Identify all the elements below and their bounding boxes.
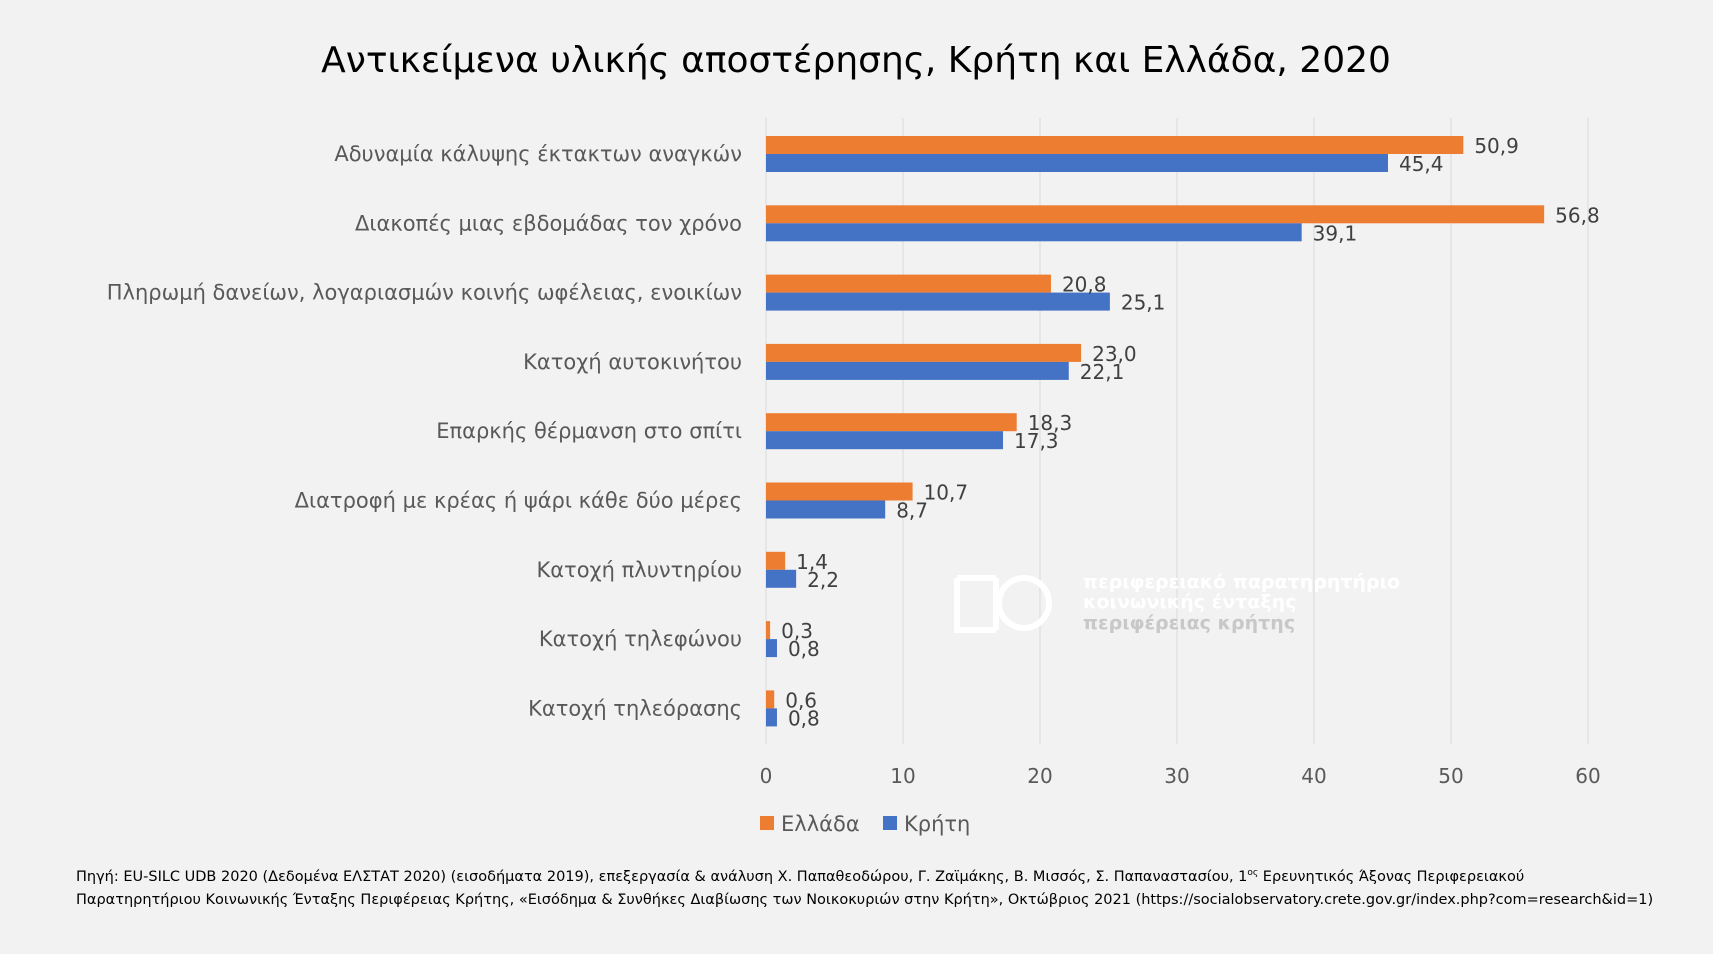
bar-crete-7 [766, 639, 777, 658]
category-label-1: Διακοπές μιας εβδομάδας τον χρόνο [355, 211, 742, 235]
x-tick-label-1: 10 [890, 764, 915, 788]
data-label-greece-5: 10,7 [924, 481, 969, 505]
data-label-crete-4: 17,3 [1014, 429, 1059, 453]
data-label-greece-7: 0,3 [781, 619, 813, 643]
bar-crete-3 [766, 361, 1069, 380]
bar-crete-1 [766, 223, 1302, 242]
legend-label-0: Ελλάδα [781, 812, 860, 836]
legend-swatch-0 [760, 816, 774, 830]
data-label-crete-1: 39,1 [1313, 221, 1358, 245]
bar-crete-4 [766, 431, 1004, 450]
chart: Αντικείμενα υλικής αποστέρησης, Κρήτη κα… [107, 40, 1601, 836]
x-tick-label-2: 20 [1027, 764, 1052, 788]
source-line-1: Πηγή: EU-SILC UDB 2020 (Δεδομένα ΕΛΣΤΑΤ … [76, 862, 1706, 889]
data-label-greece-2: 20,8 [1062, 273, 1107, 297]
bar-crete-0 [766, 154, 1388, 172]
bar-greece-7 [766, 621, 771, 640]
observatory-logo-icon [954, 575, 1052, 633]
category-label-8: Κατοχή τηλεόρασης [528, 696, 742, 720]
bar-greece-1 [766, 205, 1545, 224]
category-label-2: Πληρωμή δανείων, λογαριασμών κοινής ωφέλ… [107, 281, 742, 305]
data-label-crete-3: 22,1 [1080, 360, 1125, 384]
watermark-line-1: περιφερειακό παρατηρητήριο [1083, 571, 1400, 593]
category-label-5: Διατροφή με κρέας ή ψάρι κάθε δύο μέρες [295, 489, 742, 513]
source-text-1: Πηγή: EU-SILC UDB 2020 (Δεδομένα ΕΛΣΤΑΤ … [76, 868, 1248, 885]
watermark-line-3: περιφέρειας κρήτης [1083, 612, 1295, 634]
bar-greece-0 [766, 136, 1464, 154]
bar-greece-6 [766, 551, 786, 570]
data-label-crete-8: 0,8 [788, 706, 820, 730]
data-labels: 50,9 45,4 56,8 39,1 20,8 25,1 23,022,1 18,317,3… [781, 134, 1600, 730]
x-tick-label-6: 60 [1575, 764, 1600, 788]
chart-title: Αντικείμενα υλικής αποστέρησης, Κρήτη κα… [321, 40, 1391, 81]
data-label-crete-5: 8,7 [896, 499, 928, 523]
data-label-crete-0: 45,4 [1399, 152, 1444, 176]
data-label-greece-0: 50,9 [1474, 134, 1519, 158]
x-tick-label-3: 30 [1164, 764, 1189, 788]
bars [766, 136, 1545, 727]
bar-greece-2 [766, 274, 1051, 293]
data-label-crete-6: 2,2 [807, 568, 839, 592]
x-tick-label-4: 40 [1301, 764, 1326, 788]
data-label-greece-8: 0,6 [785, 688, 817, 712]
legend-swatch-1 [883, 816, 897, 830]
watermark: περιφερειακό παρατηρητήριο κοινωνικής έν… [954, 571, 1400, 634]
category-label-4: Επαρκής θέρμανση στο σπίτι [436, 419, 742, 443]
bar-crete-8 [766, 708, 777, 727]
x-axis-ticks: 0 10 20 30 40 50 60 [760, 764, 1601, 788]
data-label-greece-3: 23,0 [1092, 342, 1137, 366]
category-label-0: Αδυναμία κάλυψης έκτακτων αναγκών [334, 142, 742, 166]
source-line-2: Παρατηρητήριου Κοινωνικής Ένταξης Περιφέ… [76, 891, 1654, 908]
bar-greece-8 [766, 690, 775, 709]
bar-greece-4 [766, 413, 1017, 432]
data-label-greece-1: 56,8 [1555, 203, 1600, 227]
x-tick-label-0: 0 [760, 764, 773, 788]
data-label-crete-2: 25,1 [1121, 291, 1166, 315]
category-label-7: Κατοχή τηλεφώνου [539, 627, 742, 651]
source-text-2: Ερευνητικός Άξονας Περιφερειακού [1258, 868, 1525, 885]
bar-crete-6 [766, 569, 797, 588]
legend: Ελλάδα Κρήτη [760, 812, 970, 836]
bar-greece-5 [766, 482, 913, 501]
x-tick-label-5: 50 [1438, 764, 1463, 788]
category-label-3: Κατοχή αυτοκινήτου [523, 350, 742, 374]
data-label-crete-7: 0,8 [788, 637, 820, 661]
bar-greece-3 [766, 343, 1082, 362]
watermark-line-2: κοινωνικής ένταξης [1083, 591, 1296, 613]
bar-crete-5 [766, 500, 886, 519]
category-label-6: Κατοχή πλυντηρίου [536, 558, 742, 582]
source-superscript: ος [1247, 868, 1259, 878]
category-labels: Αδυναμία κάλυψης έκτακτων αναγκών Διακοπέ… [107, 142, 742, 720]
data-label-greece-4: 18,3 [1028, 411, 1073, 435]
legend-label-1: Κρήτη [904, 812, 970, 836]
bar-crete-2 [766, 292, 1110, 311]
data-label-greece-6: 1,4 [796, 550, 828, 574]
source-note: Πηγή: EU-SILC UDB 2020 (Δεδομένα ΕΛΣΤΑΤ … [76, 862, 1706, 912]
